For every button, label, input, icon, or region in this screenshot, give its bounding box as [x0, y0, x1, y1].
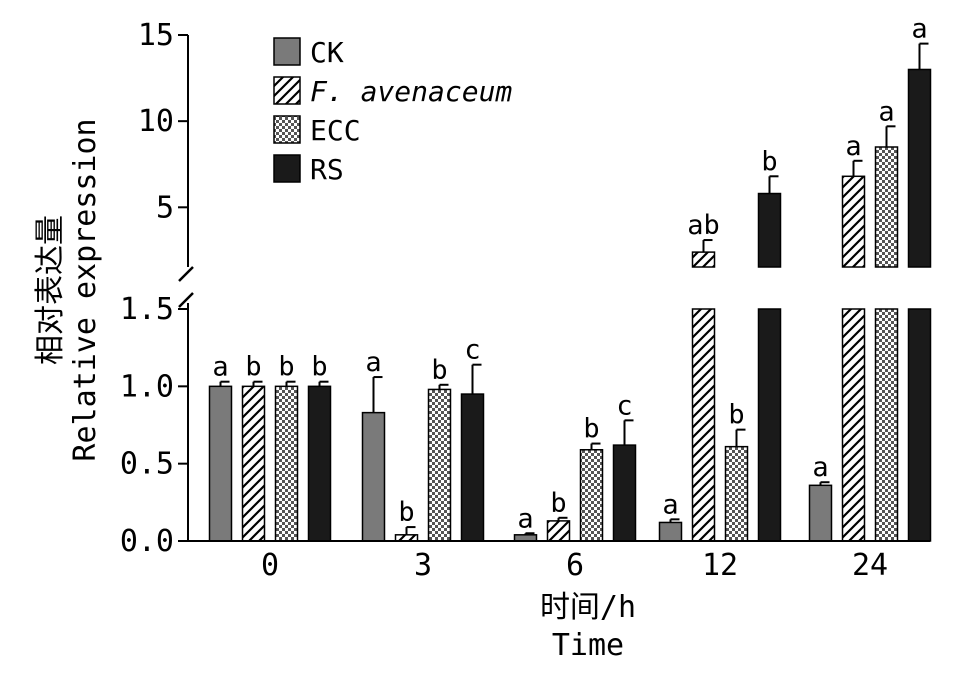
bar-ck-3 [361, 411, 386, 542]
x-axis-title-english: Time [552, 628, 624, 663]
y-tick-label: 10 [138, 104, 174, 139]
axis-break-mark-upper [178, 266, 194, 282]
x-tick-label: 24 [852, 548, 888, 583]
x-axis-title: 时间/h [540, 590, 636, 625]
bar-favenaceum-24-upper [841, 175, 866, 268]
bar-rs-12-lower [757, 308, 782, 542]
bar-rs-3 [460, 393, 485, 542]
significance-label: a [878, 96, 894, 127]
bar-ecc-6 [579, 448, 604, 542]
y-axis-title-english: Relative expression [68, 118, 103, 461]
legend-label: F. avenaceum [310, 75, 512, 108]
x-tick-label: 12 [702, 548, 738, 583]
y-tick-label: 0.0 [120, 524, 174, 559]
y-tick-label: 1.5 [120, 292, 174, 327]
x-tick-label: 0 [261, 548, 279, 583]
bar-favenaceum-12-upper [691, 251, 716, 268]
significance-label: ab [687, 210, 720, 241]
significance-label: b [311, 352, 327, 383]
axis-break-mark-lower [178, 292, 194, 308]
bar-rs-24-lower [907, 308, 932, 542]
significance-label: b [761, 146, 777, 177]
bar-favenaceum-0 [241, 385, 266, 542]
significance-label: b [278, 352, 294, 383]
x-tick-label: 3 [414, 548, 432, 583]
significance-label: c [464, 335, 480, 366]
legend-swatch [273, 115, 301, 144]
significance-label: a [365, 347, 381, 378]
significance-label: b [431, 355, 447, 386]
error-bars-group [219, 42, 929, 535]
significance-label: b [245, 352, 261, 383]
significance-label: a [911, 14, 927, 45]
significance-label: a [662, 489, 678, 520]
legend-swatch [273, 76, 301, 105]
y-tick-label: 15 [138, 18, 174, 53]
legend-swatch [273, 37, 301, 66]
legend-label: RS [310, 153, 344, 186]
y-axis-title: 相对表达量 [33, 215, 68, 365]
significance-label: a [845, 131, 861, 162]
legend: CK F. avenaceum ECC RS [273, 36, 512, 186]
y-tick-label: 0.5 [120, 447, 174, 482]
bar-rs-6 [612, 444, 637, 542]
significance-label: a [517, 503, 533, 534]
bar-ck-0 [208, 385, 233, 542]
legend-label: ECC [310, 114, 361, 147]
bar-rs-0 [307, 385, 332, 542]
significance-label: a [212, 352, 228, 383]
bar-rs-24-upper [907, 68, 932, 268]
significance-label: a [812, 452, 828, 483]
bar-favenaceum-12-lower [691, 308, 716, 542]
significance-label: b [583, 414, 599, 445]
bar-favenaceum-24-lower [841, 308, 866, 542]
legend-swatch [273, 154, 301, 183]
significance-label: c [616, 390, 632, 421]
tick-labels-group: 0.0 0.5 1.0 1.5 5 10 15 0 3 6 12 24 [120, 18, 888, 583]
x-tick-label: 6 [566, 548, 584, 583]
bar-ecc-24-upper [874, 146, 899, 268]
bar-ecc-12 [724, 445, 749, 542]
bar-favenaceum-6 [546, 520, 571, 542]
significance-label: b [398, 497, 414, 528]
significance-label: b [550, 488, 566, 519]
bar-ecc-3 [427, 388, 452, 542]
y-tick-label: 5 [156, 190, 174, 225]
bar-ck-24 [808, 484, 833, 542]
y-tick-label: 1.0 [120, 369, 174, 404]
axes-group [178, 34, 930, 542]
legend-label: CK [310, 36, 344, 69]
bar-ck-12 [658, 521, 683, 542]
bar-ecc-0 [274, 385, 299, 542]
bar-rs-12-upper [757, 192, 782, 268]
bar-ecc-24-lower [874, 308, 899, 542]
significance-label: b [728, 400, 744, 431]
bars-group [208, 68, 932, 542]
